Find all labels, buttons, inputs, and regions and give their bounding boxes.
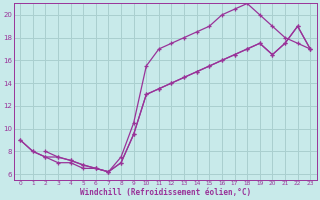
X-axis label: Windchill (Refroidissement éolien,°C): Windchill (Refroidissement éolien,°C)	[80, 188, 251, 197]
